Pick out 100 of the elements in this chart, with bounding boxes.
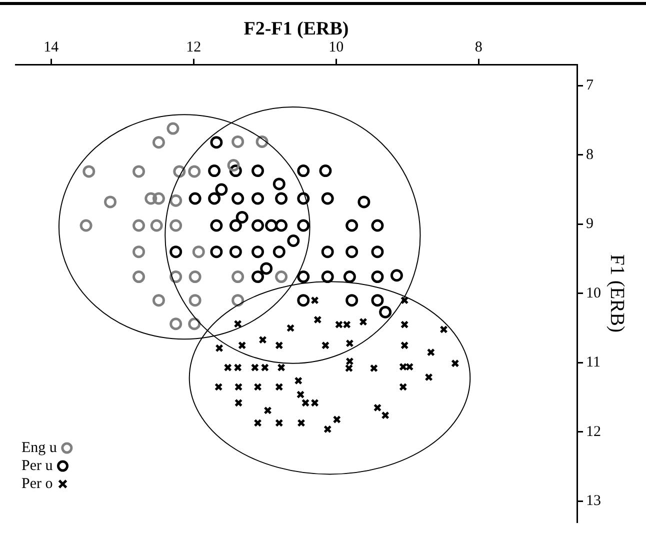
point xyxy=(400,341,409,350)
point xyxy=(277,363,286,372)
point xyxy=(188,165,201,178)
point xyxy=(132,246,146,258)
point xyxy=(260,363,269,372)
point xyxy=(104,196,117,208)
point xyxy=(215,344,224,352)
point xyxy=(252,192,264,205)
point xyxy=(208,192,221,205)
point xyxy=(265,219,278,232)
point xyxy=(451,359,460,368)
point xyxy=(173,165,186,178)
point xyxy=(400,296,409,304)
point xyxy=(379,306,392,318)
y-tick-label: 9 xyxy=(586,216,594,232)
point xyxy=(82,165,96,178)
y-tick-label: 12 xyxy=(586,424,601,440)
point xyxy=(321,192,334,205)
point xyxy=(132,270,146,284)
point xyxy=(275,341,284,350)
point xyxy=(286,324,295,332)
point xyxy=(296,390,305,399)
point xyxy=(346,339,354,348)
point xyxy=(400,320,409,329)
point xyxy=(144,192,158,205)
point xyxy=(275,219,288,232)
point xyxy=(321,246,334,258)
point xyxy=(152,192,165,205)
point xyxy=(152,136,165,149)
point xyxy=(272,246,286,258)
point xyxy=(440,325,448,334)
x-tick-label: 14 xyxy=(44,40,60,56)
y-tick-label: 7 xyxy=(586,78,594,94)
point xyxy=(346,294,358,307)
point xyxy=(297,219,310,232)
point xyxy=(232,270,244,284)
point xyxy=(321,341,330,350)
point xyxy=(234,398,243,407)
point xyxy=(334,320,344,329)
point xyxy=(310,398,319,407)
point xyxy=(399,362,408,371)
point xyxy=(297,164,310,178)
point xyxy=(405,362,414,371)
point xyxy=(342,320,351,329)
point xyxy=(275,418,284,428)
point xyxy=(192,246,205,258)
point xyxy=(319,164,332,178)
point xyxy=(234,320,242,328)
point xyxy=(258,336,267,344)
point xyxy=(254,418,262,428)
point xyxy=(208,164,221,178)
y-tick-label: 8 xyxy=(586,146,594,163)
point xyxy=(170,246,182,258)
point xyxy=(132,165,146,178)
point xyxy=(371,294,384,307)
y-tick-label: 10 xyxy=(586,285,601,302)
x-axis-title: F2-F1 (ERB) xyxy=(244,18,349,40)
point xyxy=(236,210,248,224)
point xyxy=(170,194,182,207)
point xyxy=(373,404,382,412)
point xyxy=(188,294,202,307)
point xyxy=(359,318,368,326)
y-tick-label: 13 xyxy=(586,493,601,510)
legend-label: Per o xyxy=(22,476,53,492)
point xyxy=(254,382,262,391)
point xyxy=(234,382,243,391)
point xyxy=(275,192,288,205)
point xyxy=(275,382,284,391)
point xyxy=(399,382,408,391)
point xyxy=(390,269,403,282)
point xyxy=(150,219,163,232)
point xyxy=(170,318,182,330)
point xyxy=(346,219,358,232)
point xyxy=(294,376,302,385)
point xyxy=(343,270,356,284)
point xyxy=(297,418,306,428)
point xyxy=(188,270,202,284)
point xyxy=(132,219,146,232)
point xyxy=(210,219,223,232)
point xyxy=(358,196,370,208)
point xyxy=(188,192,202,205)
point xyxy=(215,183,228,196)
point xyxy=(371,270,384,284)
point xyxy=(275,270,288,284)
point xyxy=(232,135,244,148)
point xyxy=(210,246,223,258)
y-tick-label: 11 xyxy=(586,354,600,371)
point xyxy=(314,316,322,324)
y-axis-title: F1 (ERB) xyxy=(606,254,628,333)
point xyxy=(426,348,436,356)
point xyxy=(256,135,268,148)
x-tick-label: 12 xyxy=(186,40,202,56)
point xyxy=(301,398,310,407)
point xyxy=(152,294,165,307)
point xyxy=(287,234,300,248)
point xyxy=(250,363,259,372)
x-tick-label: 8 xyxy=(474,40,482,56)
point xyxy=(424,373,433,382)
point xyxy=(324,425,332,434)
legend-label: Per u xyxy=(22,458,54,474)
